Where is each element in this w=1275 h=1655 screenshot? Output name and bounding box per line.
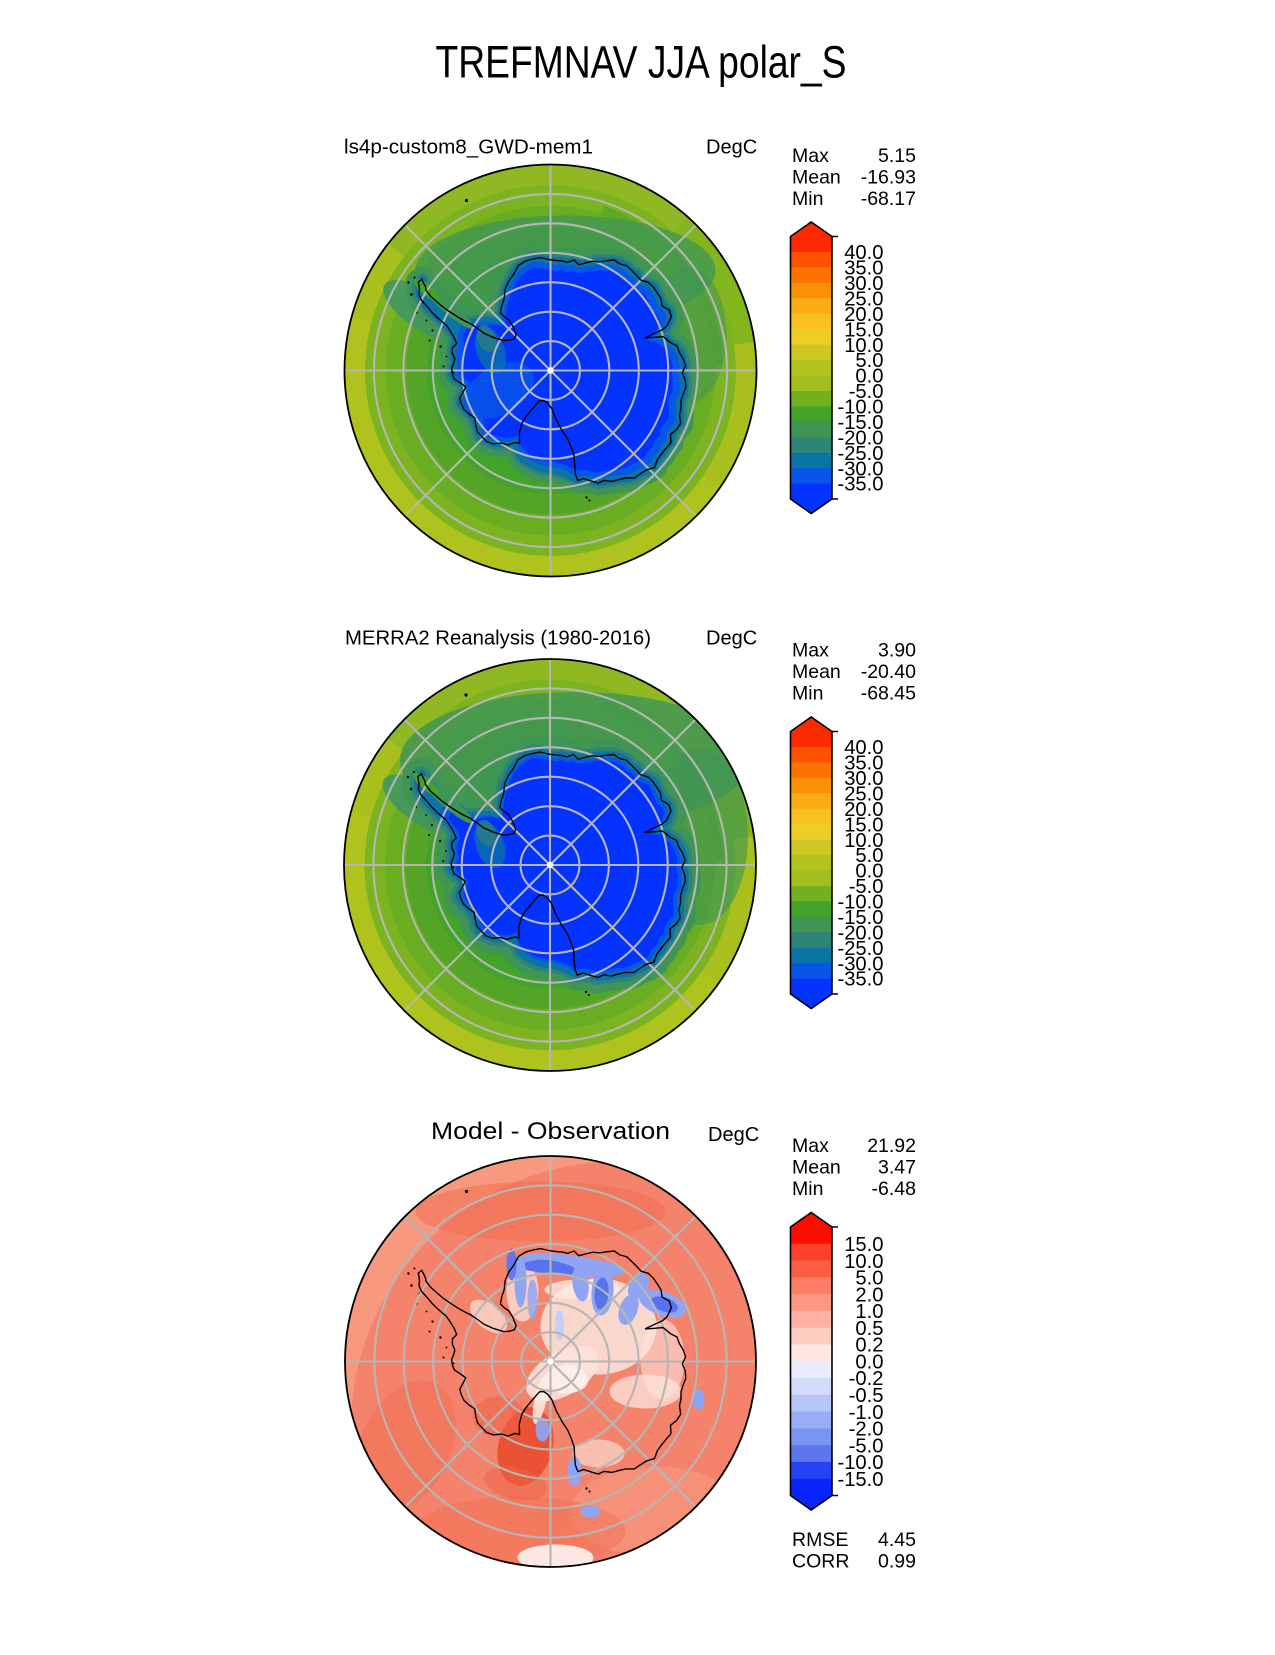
svg-text:0.0: 0.0 [855,366,883,388]
svg-text:-68.17: -68.17 [861,188,916,210]
svg-text:5.0: 5.0 [855,845,883,867]
svg-text:-15.0: -15.0 [837,1469,883,1491]
svg-text:-15.0: -15.0 [837,412,883,434]
svg-text:-10.0: -10.0 [837,397,883,419]
svg-text:35.0: 35.0 [844,753,883,775]
svg-text:Max: Max [792,640,829,662]
svg-text:CORR: CORR [792,1551,849,1573]
svg-text:-0.5: -0.5 [849,1385,884,1407]
svg-text:-16.93: -16.93 [861,167,916,189]
svg-text:21.92: 21.92 [867,1135,916,1157]
svg-text:-2.0: -2.0 [849,1419,884,1441]
svg-text:10.0: 10.0 [844,1251,883,1273]
svg-text:15.0: 15.0 [844,1234,883,1256]
svg-text:-35.0: -35.0 [837,474,883,496]
svg-text:3.90: 3.90 [878,640,916,662]
svg-text:Mean: Mean [792,661,841,683]
svg-text:-0.2: -0.2 [849,1368,884,1390]
svg-text:-25.0: -25.0 [837,443,883,465]
svg-text:0.2: 0.2 [855,1335,883,1357]
svg-text:2.0: 2.0 [855,1284,883,1306]
svg-text:15.0: 15.0 [844,319,883,341]
svg-text:-6.48: -6.48 [872,1178,916,1200]
svg-text:-15.0: -15.0 [837,907,883,929]
svg-text:4.45: 4.45 [878,1529,916,1551]
svg-text:-10.0: -10.0 [837,892,883,914]
svg-text:RMSE: RMSE [792,1529,848,1551]
svg-text:-30.0: -30.0 [837,458,883,480]
svg-text:25.0: 25.0 [844,288,883,310]
svg-text:15.0: 15.0 [844,814,883,836]
svg-text:0.0: 0.0 [855,861,883,883]
svg-text:20.0: 20.0 [844,799,883,821]
svg-text:30.0: 30.0 [844,273,883,295]
svg-text:MERRA2 Reanalysis (1980-2016): MERRA2 Reanalysis (1980-2016) [345,627,651,650]
svg-text:Min: Min [792,188,823,210]
svg-text:0.99: 0.99 [878,1551,916,1573]
svg-text:-30.0: -30.0 [837,953,883,975]
svg-text:DegC: DegC [706,628,757,650]
svg-text:Mean: Mean [792,167,841,189]
svg-text:40.0: 40.0 [844,242,883,264]
svg-text:0.0: 0.0 [855,1351,883,1373]
svg-text:10.0: 10.0 [844,830,883,852]
svg-text:ls4p-custom8_GWD-mem1: ls4p-custom8_GWD-mem1 [344,136,593,159]
svg-text:-10.0: -10.0 [837,1452,883,1474]
svg-text:30.0: 30.0 [844,768,883,790]
svg-text:DegC: DegC [706,137,757,159]
svg-text:-1.0: -1.0 [849,1402,884,1424]
svg-text:0.5: 0.5 [855,1318,883,1340]
svg-text:Max: Max [792,145,829,167]
svg-text:40.0: 40.0 [844,737,883,759]
svg-text:TREFMNAV JJA polar_S: TREFMNAV JJA polar_S [436,37,847,88]
svg-text:-20.0: -20.0 [837,922,883,944]
svg-text:35.0: 35.0 [844,258,883,280]
svg-text:1.0: 1.0 [855,1301,883,1323]
svg-text:-35.0: -35.0 [837,969,883,991]
svg-text:10.0: 10.0 [844,335,883,357]
svg-text:5.15: 5.15 [878,145,916,167]
svg-text:5.0: 5.0 [855,1268,883,1290]
svg-text:-20.40: -20.40 [861,661,916,683]
svg-text:Model - Observation: Model - Observation [431,1118,670,1145]
svg-text:25.0: 25.0 [844,783,883,805]
svg-text:20.0: 20.0 [844,304,883,326]
svg-text:-5.0: -5.0 [849,381,884,403]
svg-text:Max: Max [792,1135,829,1157]
svg-text:-25.0: -25.0 [837,938,883,960]
svg-text:3.47: 3.47 [878,1157,916,1179]
svg-text:Min: Min [792,1178,823,1200]
svg-text:Min: Min [792,683,823,705]
svg-text:-5.0: -5.0 [849,1435,884,1457]
svg-text:-68.45: -68.45 [861,683,916,705]
svg-text:DegC: DegC [708,1124,759,1146]
svg-text:5.0: 5.0 [855,350,883,372]
svg-text:Mean: Mean [792,1157,841,1179]
svg-text:-5.0: -5.0 [849,876,884,898]
svg-text:-20.0: -20.0 [837,427,883,449]
